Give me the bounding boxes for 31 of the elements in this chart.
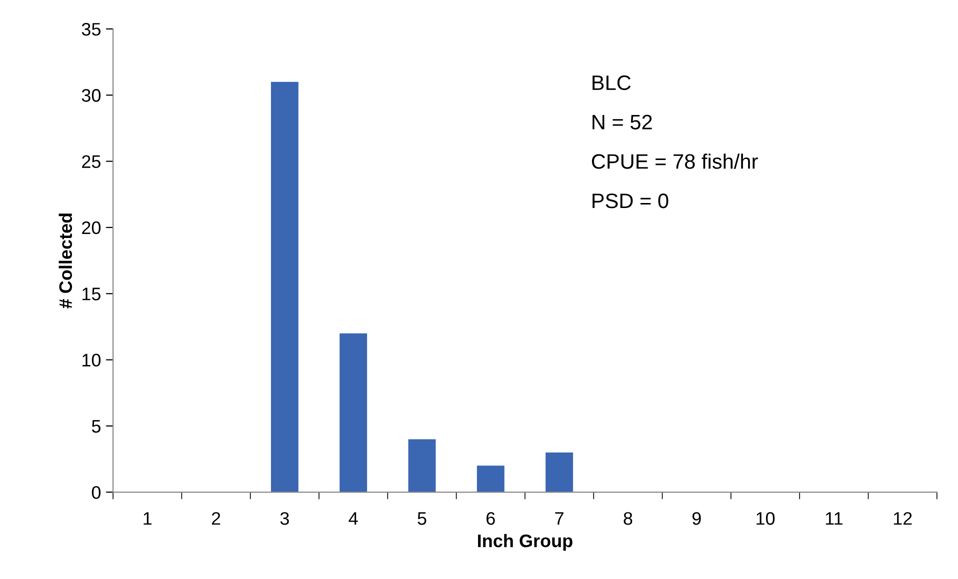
annotation: CPUE = 78 fish/hr [592,154,758,169]
x-tick-label: 1 [144,512,152,525]
bar [270,82,298,492]
x-tick-label: 5 [418,512,426,525]
x-tick-label: 11 [826,512,842,525]
y-tick-label: 15 [82,288,100,300]
bar [476,466,504,492]
x-tick-label: 12 [894,512,912,525]
x-tick-label: 10 [756,512,775,525]
x-tick-label: 8 [624,512,632,525]
x-axis-title: Inch Group [478,534,572,551]
bar [408,439,436,492]
annotation: BLC [592,75,631,90]
x-tick-label: 3 [280,512,289,525]
y-tick-label: 5 [92,420,100,433]
x-tick-label: 2 [212,512,220,525]
y-tick-label: 20 [82,221,101,234]
x-tick-label: 9 [692,512,701,525]
y-tick-label: 10 [82,354,101,367]
y-axis-title: # Collected [58,214,72,308]
y-tick-label: 25 [82,155,100,168]
x-tick-label: 7 [555,512,564,525]
y-tick-label: 0 [92,486,101,499]
x-tick-label: 6 [486,512,495,525]
y-tick-label: 35 [82,22,100,36]
bar [340,333,368,492]
y-tick-label: 30 [82,89,101,102]
annotation: PSD = 0 [592,193,668,208]
x-tick-label: 4 [348,512,358,525]
bar [546,452,574,492]
annotation: N = 52 [592,114,652,130]
